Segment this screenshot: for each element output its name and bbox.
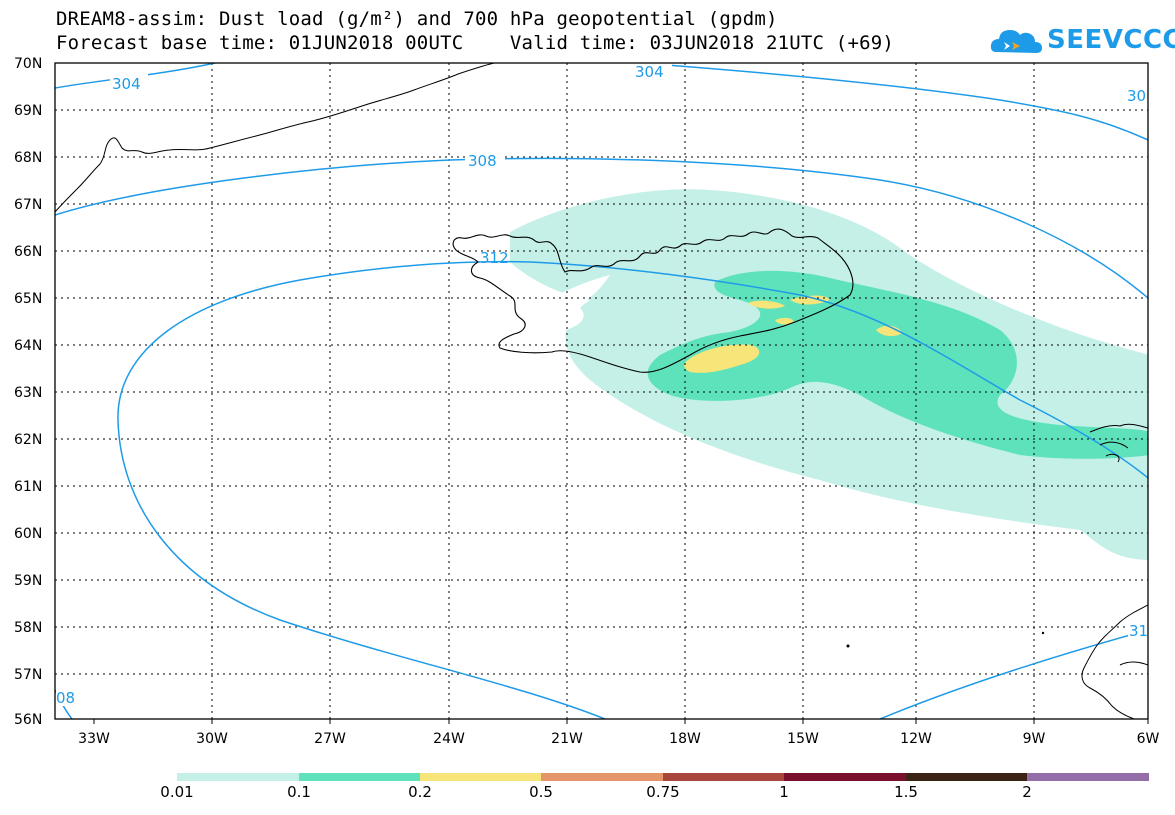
dust-area-high — [775, 317, 794, 325]
lon-label: 9W — [1023, 731, 1046, 747]
lat-label: 70N — [14, 56, 42, 72]
lat-label: 60N — [14, 526, 42, 542]
axis-ticks — [93, 719, 1149, 724]
dust-area-high — [748, 300, 785, 309]
longitude-labels: 33W 30W 27W 24W 21W 18W 15W 12W 9W 6W — [78, 731, 1159, 747]
colorbar-swatch — [906, 773, 1027, 781]
lat-label: 63N — [14, 385, 42, 401]
lat-label: 62N — [14, 432, 42, 448]
colorbar — [177, 773, 1149, 781]
colorbar-label: 1 — [779, 783, 789, 801]
iceland-coastline — [452, 228, 854, 373]
dust-gap — [545, 275, 610, 330]
dust-area-high — [876, 325, 902, 337]
contour-label: 31 — [1129, 622, 1148, 640]
scotland-coastline — [1081, 604, 1148, 719]
lon-label: 18W — [669, 731, 701, 747]
lon-label: 21W — [551, 731, 583, 747]
colorbar-label: 0.01 — [160, 783, 194, 801]
colorbar-label: 2 — [1022, 783, 1032, 801]
lat-label: 56N — [14, 712, 42, 728]
graticule — [55, 63, 1148, 719]
dust-area-high — [684, 344, 760, 373]
contour-label: 312 — [480, 249, 509, 267]
lon-label: 24W — [433, 731, 465, 747]
lat-label: 61N — [14, 479, 42, 495]
latitude-labels: 70N 69N 68N 67N 66N 65N 64N 63N 62N 61N … — [14, 56, 42, 728]
colorbar-swatch — [299, 773, 420, 781]
map-subtitle: Forecast base time: 01JUN2018 00UTC Vali… — [56, 32, 895, 54]
colorbar-label: 0.75 — [646, 783, 680, 801]
dust-area-mid — [647, 270, 1148, 459]
contour-label: 08 — [56, 689, 75, 707]
lon-label: 12W — [900, 731, 932, 747]
colorbar-label: 0.5 — [529, 783, 553, 801]
lat-label: 68N — [14, 150, 42, 166]
contour-label: 30 — [1127, 87, 1146, 105]
contour-label: 308 — [468, 152, 497, 170]
lon-label: 30W — [196, 731, 228, 747]
geopotential-contours — [55, 63, 1148, 719]
colorbar-swatch — [420, 773, 541, 781]
lat-label: 67N — [14, 197, 42, 213]
map-title: DREAM8-assim: Dust load (g/m²) and 700 h… — [56, 8, 778, 30]
colorbar-swatch — [177, 773, 299, 781]
map-frame — [54, 62, 1149, 720]
logo-text: SEEVCCC — [1047, 25, 1175, 55]
colorbar-swatch — [1027, 773, 1149, 781]
lat-label: 57N — [14, 667, 42, 683]
contour-label: 304 — [635, 63, 664, 81]
lat-label: 66N — [14, 244, 42, 260]
lat-label: 69N — [14, 103, 42, 119]
lat-label: 65N — [14, 291, 42, 307]
lon-label: 27W — [314, 731, 346, 747]
cloud-logo-icon — [990, 30, 1042, 53]
colorbar-label: 0.1 — [287, 783, 311, 801]
lat-label: 59N — [14, 573, 42, 589]
colorbar-swatch — [541, 773, 663, 781]
colorbar-swatch — [784, 773, 906, 781]
lat-label: 64N — [14, 338, 42, 354]
lon-label: 6W — [1137, 731, 1160, 747]
contour-label: 304 — [112, 75, 141, 93]
colorbar-label: 0.2 — [408, 783, 432, 801]
colorbar-label: 1.5 — [894, 783, 918, 801]
faroe-coastline — [1089, 423, 1148, 463]
lon-label: 15W — [787, 731, 819, 747]
lon-label: 33W — [78, 731, 110, 747]
contour-labels: 304 304 30 308 312 08 31 — [56, 62, 1148, 707]
greenland-coastline — [55, 63, 495, 213]
colorbar-swatch — [663, 773, 784, 781]
lat-label: 58N — [14, 620, 42, 636]
